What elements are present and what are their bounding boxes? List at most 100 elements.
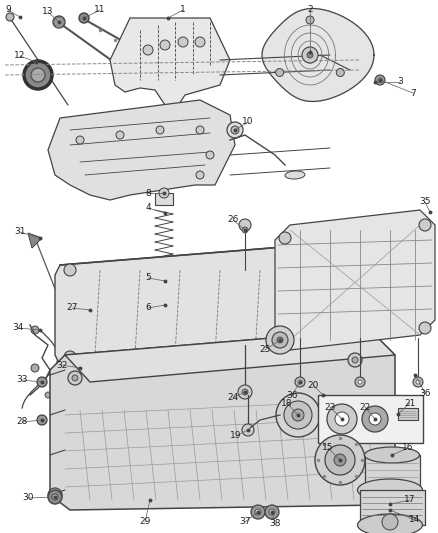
Text: 23: 23 — [324, 402, 336, 411]
Circle shape — [419, 219, 431, 231]
Text: 38: 38 — [269, 519, 281, 528]
Circle shape — [156, 126, 164, 134]
Polygon shape — [48, 100, 235, 200]
Circle shape — [348, 353, 362, 367]
Polygon shape — [28, 233, 42, 248]
Circle shape — [277, 337, 283, 343]
Circle shape — [272, 332, 288, 348]
Text: 9: 9 — [5, 5, 11, 14]
Circle shape — [52, 494, 58, 500]
Text: 22: 22 — [359, 402, 371, 411]
Circle shape — [335, 412, 349, 426]
Circle shape — [206, 151, 214, 159]
Ellipse shape — [158, 278, 172, 285]
Circle shape — [155, 295, 175, 315]
Circle shape — [372, 495, 378, 501]
Circle shape — [242, 424, 254, 436]
Text: 7: 7 — [410, 88, 416, 98]
Circle shape — [64, 264, 76, 276]
Text: 34: 34 — [12, 324, 24, 333]
Text: 19: 19 — [230, 432, 242, 440]
Text: 4: 4 — [145, 204, 151, 213]
Text: 18: 18 — [281, 399, 293, 408]
Circle shape — [238, 385, 252, 399]
Circle shape — [368, 491, 382, 505]
Text: 28: 28 — [16, 417, 28, 426]
Text: 1: 1 — [180, 5, 186, 14]
Circle shape — [160, 300, 170, 310]
Circle shape — [48, 490, 62, 504]
Text: 30: 30 — [22, 494, 34, 503]
Circle shape — [178, 37, 188, 47]
Text: 24: 24 — [227, 393, 239, 402]
Text: 11: 11 — [94, 5, 106, 14]
Circle shape — [269, 509, 275, 515]
Text: 36: 36 — [419, 389, 431, 398]
Bar — [155, 193, 173, 205]
Circle shape — [143, 45, 153, 55]
Bar — [365, 455, 420, 495]
Circle shape — [334, 454, 346, 466]
Circle shape — [53, 16, 65, 28]
Circle shape — [284, 401, 312, 429]
Circle shape — [242, 389, 248, 395]
Circle shape — [307, 52, 313, 58]
Circle shape — [24, 61, 52, 89]
Circle shape — [276, 393, 320, 437]
Circle shape — [6, 13, 14, 21]
Text: 36: 36 — [286, 391, 298, 400]
Circle shape — [76, 136, 84, 144]
Circle shape — [419, 322, 431, 334]
Ellipse shape — [357, 479, 423, 501]
Circle shape — [325, 445, 355, 475]
Ellipse shape — [364, 447, 420, 463]
Circle shape — [354, 326, 366, 338]
Circle shape — [413, 377, 423, 387]
Text: 8: 8 — [145, 189, 151, 198]
Circle shape — [31, 68, 45, 82]
Circle shape — [358, 380, 362, 384]
Circle shape — [48, 488, 62, 502]
Text: 16: 16 — [402, 443, 414, 453]
Text: 10: 10 — [242, 117, 254, 126]
Circle shape — [160, 40, 170, 50]
Text: 20: 20 — [307, 381, 319, 390]
Circle shape — [31, 326, 39, 334]
Circle shape — [279, 232, 291, 244]
Circle shape — [369, 413, 381, 425]
Circle shape — [265, 505, 279, 519]
Text: 26: 26 — [227, 215, 239, 224]
Text: 17: 17 — [404, 496, 416, 505]
Text: 37: 37 — [239, 518, 251, 527]
Bar — [360, 490, 425, 525]
Circle shape — [255, 509, 261, 515]
Text: 2: 2 — [307, 5, 313, 14]
Circle shape — [327, 404, 357, 434]
Polygon shape — [262, 9, 374, 101]
Circle shape — [231, 126, 239, 134]
Bar — [318, 395, 423, 443]
Text: 21: 21 — [404, 399, 416, 408]
Circle shape — [52, 492, 58, 498]
Circle shape — [382, 514, 398, 530]
Circle shape — [227, 122, 243, 138]
Circle shape — [336, 69, 344, 77]
Circle shape — [37, 377, 47, 387]
Text: 12: 12 — [14, 52, 26, 61]
Text: 33: 33 — [16, 376, 28, 384]
Bar — [398, 408, 418, 420]
Text: 29: 29 — [139, 518, 151, 527]
Circle shape — [68, 371, 82, 385]
Circle shape — [302, 47, 318, 63]
Circle shape — [195, 37, 205, 47]
Circle shape — [72, 375, 78, 381]
Circle shape — [298, 380, 302, 384]
Circle shape — [116, 131, 124, 139]
Circle shape — [416, 380, 420, 384]
Circle shape — [266, 326, 294, 354]
Text: 5: 5 — [145, 273, 151, 282]
Polygon shape — [65, 330, 395, 382]
Polygon shape — [275, 210, 435, 350]
Bar — [157, 276, 173, 286]
Circle shape — [306, 16, 314, 24]
